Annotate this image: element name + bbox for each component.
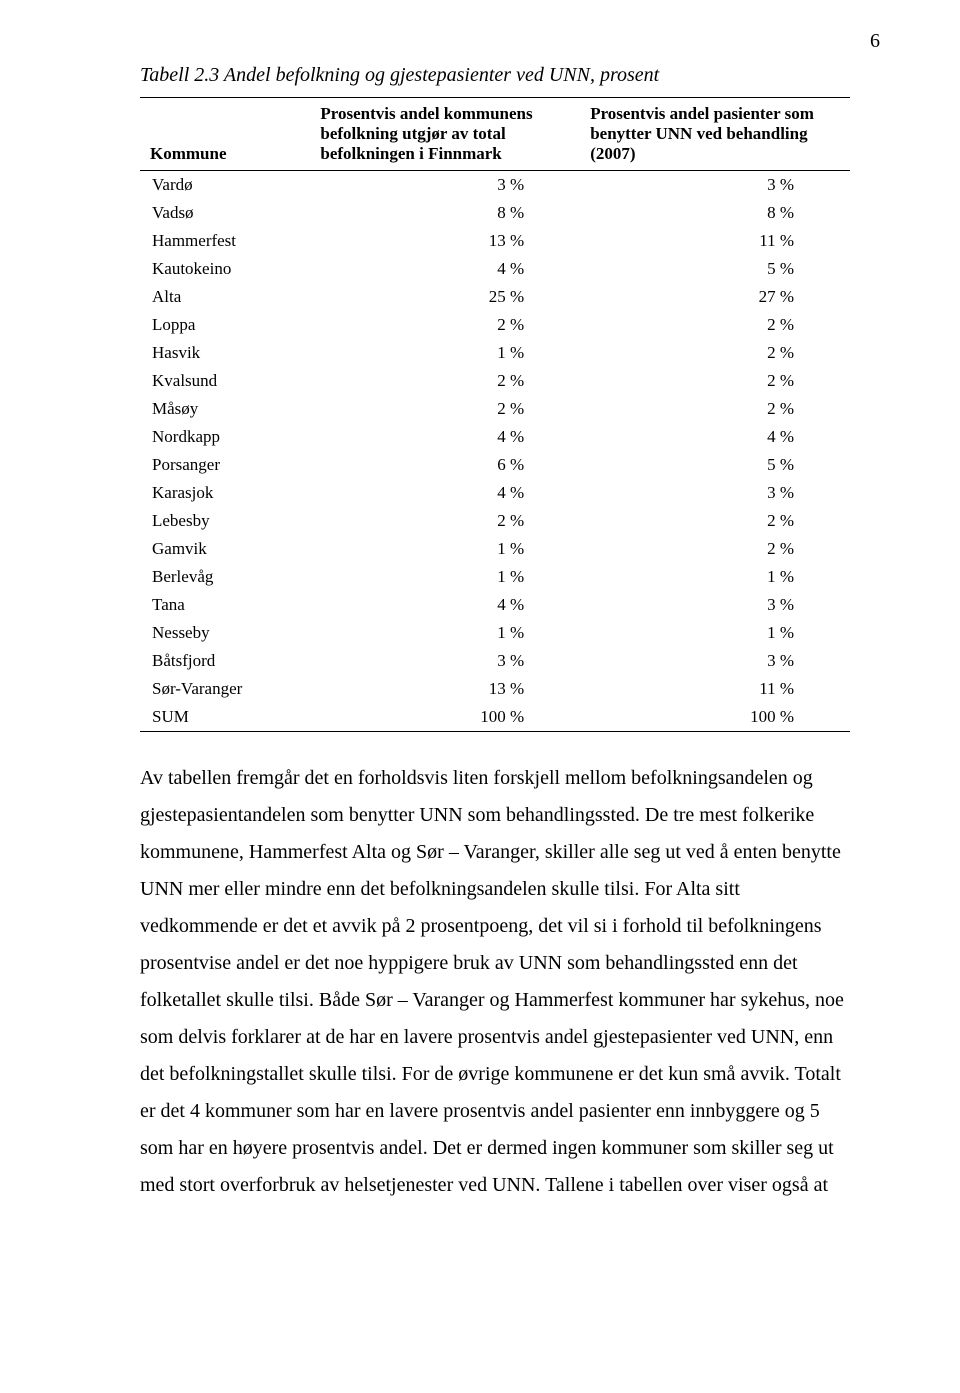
cell-kommune: Gamvik	[140, 535, 310, 563]
table-row: SUM100 %100 %	[140, 703, 850, 732]
cell-kommune: Lebesby	[140, 507, 310, 535]
cell-patients: 11 %	[580, 675, 850, 703]
col-header-kommune: Kommune	[140, 98, 310, 171]
page-number: 6	[870, 30, 880, 53]
table-row: Kvalsund2 %2 %	[140, 367, 850, 395]
table-row: Alta25 %27 %	[140, 283, 850, 311]
cell-patients: 5 %	[580, 255, 850, 283]
col-header-patients: Prosentvis andel pasienter som benytter …	[580, 98, 850, 171]
table-row: Nesseby1 %1 %	[140, 619, 850, 647]
table-row: Lebesby2 %2 %	[140, 507, 850, 535]
cell-population: 8 %	[310, 199, 580, 227]
cell-kommune: SUM	[140, 703, 310, 732]
table-row: Porsanger6 %5 %	[140, 451, 850, 479]
cell-patients: 2 %	[580, 339, 850, 367]
table-row: Berlevåg1 %1 %	[140, 563, 850, 591]
table-row: Sør-Varanger13 %11 %	[140, 675, 850, 703]
cell-kommune: Kautokeino	[140, 255, 310, 283]
cell-patients: 3 %	[580, 479, 850, 507]
table-row: Gamvik1 %2 %	[140, 535, 850, 563]
cell-kommune: Hasvik	[140, 339, 310, 367]
cell-population: 13 %	[310, 675, 580, 703]
table-row: Loppa2 %2 %	[140, 311, 850, 339]
table-row: Nordkapp4 %4 %	[140, 423, 850, 451]
table-row: Vardø3 %3 %	[140, 171, 850, 200]
cell-population: 3 %	[310, 171, 580, 200]
cell-patients: 3 %	[580, 647, 850, 675]
table-row: Hasvik1 %2 %	[140, 339, 850, 367]
body-paragraph: Av tabellen fremgår det en forholdsvis l…	[140, 760, 850, 1204]
table-row: Tana4 %3 %	[140, 591, 850, 619]
cell-patients: 3 %	[580, 171, 850, 200]
cell-population: 2 %	[310, 507, 580, 535]
cell-patients: 2 %	[580, 367, 850, 395]
cell-patients: 2 %	[580, 311, 850, 339]
cell-kommune: Karasjok	[140, 479, 310, 507]
table-row: Båtsfjord3 %3 %	[140, 647, 850, 675]
cell-population: 2 %	[310, 311, 580, 339]
cell-population: 3 %	[310, 647, 580, 675]
cell-patients: 1 %	[580, 563, 850, 591]
cell-patients: 3 %	[580, 591, 850, 619]
cell-population: 1 %	[310, 619, 580, 647]
cell-patients: 11 %	[580, 227, 850, 255]
table-row: Kautokeino4 %5 %	[140, 255, 850, 283]
cell-kommune: Loppa	[140, 311, 310, 339]
cell-patients: 8 %	[580, 199, 850, 227]
cell-kommune: Hammerfest	[140, 227, 310, 255]
cell-population: 2 %	[310, 395, 580, 423]
table-row: Vadsø8 %8 %	[140, 199, 850, 227]
cell-population: 13 %	[310, 227, 580, 255]
col-header-population: Prosentvis andel kommunens befolkning ut…	[310, 98, 580, 171]
cell-kommune: Båtsfjord	[140, 647, 310, 675]
table-title: Tabell 2.3 Andel befolkning og gjestepas…	[140, 64, 850, 87]
cell-patients: 2 %	[580, 535, 850, 563]
cell-patients: 100 %	[580, 703, 850, 732]
cell-population: 25 %	[310, 283, 580, 311]
page-container: 6 Tabell 2.3 Andel befolkning og gjestep…	[0, 0, 960, 1393]
data-table: Kommune Prosentvis andel kommunens befol…	[140, 97, 850, 732]
cell-kommune: Vardø	[140, 171, 310, 200]
cell-patients: 4 %	[580, 423, 850, 451]
cell-population: 4 %	[310, 423, 580, 451]
cell-population: 6 %	[310, 451, 580, 479]
cell-population: 4 %	[310, 591, 580, 619]
cell-patients: 2 %	[580, 395, 850, 423]
cell-population: 1 %	[310, 563, 580, 591]
cell-kommune: Nesseby	[140, 619, 310, 647]
cell-patients: 27 %	[580, 283, 850, 311]
table-header-row: Kommune Prosentvis andel kommunens befol…	[140, 98, 850, 171]
cell-kommune: Nordkapp	[140, 423, 310, 451]
cell-kommune: Porsanger	[140, 451, 310, 479]
cell-kommune: Sør-Varanger	[140, 675, 310, 703]
cell-population: 4 %	[310, 255, 580, 283]
cell-population: 100 %	[310, 703, 580, 732]
cell-kommune: Tana	[140, 591, 310, 619]
cell-population: 2 %	[310, 367, 580, 395]
cell-kommune: Berlevåg	[140, 563, 310, 591]
cell-kommune: Måsøy	[140, 395, 310, 423]
cell-patients: 2 %	[580, 507, 850, 535]
cell-population: 1 %	[310, 535, 580, 563]
table-row: Karasjok4 %3 %	[140, 479, 850, 507]
table-row: Hammerfest13 %11 %	[140, 227, 850, 255]
cell-population: 4 %	[310, 479, 580, 507]
cell-population: 1 %	[310, 339, 580, 367]
cell-kommune: Vadsø	[140, 199, 310, 227]
cell-kommune: Kvalsund	[140, 367, 310, 395]
table-row: Måsøy2 %2 %	[140, 395, 850, 423]
cell-patients: 1 %	[580, 619, 850, 647]
cell-kommune: Alta	[140, 283, 310, 311]
cell-patients: 5 %	[580, 451, 850, 479]
table-body: Vardø3 %3 %Vadsø8 %8 %Hammerfest13 %11 %…	[140, 171, 850, 732]
